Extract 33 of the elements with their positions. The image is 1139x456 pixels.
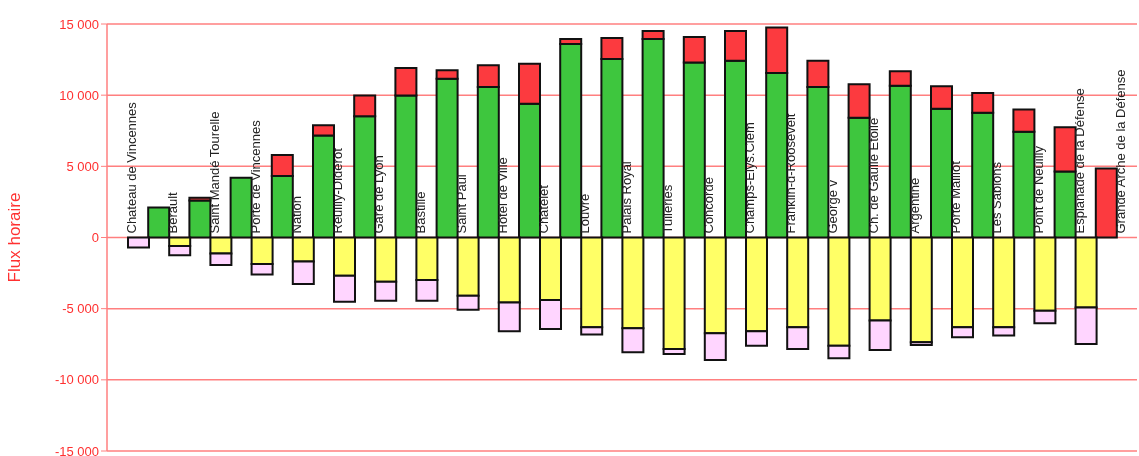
y-tick-label: 0 (91, 230, 99, 246)
x-tick-label: Argentine (906, 177, 922, 234)
x-tick-label: Reuilly-Diderot (330, 147, 346, 234)
x-tick-label: Bastille (412, 191, 428, 234)
x-tick-label: Champs-Elys.Clém (742, 122, 758, 234)
x-tick-label: Ch. de Gaulle Etoile (865, 117, 881, 234)
y-tick-label: -10 000 (54, 372, 99, 388)
x-tick-label: Pont de Neuilly (1030, 145, 1046, 234)
x-tick-label: Saint Paul (453, 174, 469, 234)
x-tick-label: Tuileries (659, 184, 675, 234)
y-tick-label: 15 000 (59, 16, 99, 32)
x-tick-label: Palais Royal (618, 161, 634, 234)
x-tick-label: Louvre (577, 193, 593, 234)
y-tick-label: 5 000 (66, 158, 99, 174)
x-tick-label: Les Sablons (989, 161, 1005, 234)
x-tick-label: Concorde (700, 177, 716, 234)
x-tick-label: Esplanade de la Défense (1071, 88, 1087, 234)
x-tick-label: Hôtel de Ville (494, 157, 510, 234)
x-tick-label: Grande Arche de la Défense (1112, 69, 1128, 234)
x-tick-label: Gare de Lyon (371, 155, 387, 234)
x-tick-label: Chateau de Vincennes (124, 101, 140, 234)
y-tick-label: 10 000 (59, 87, 99, 103)
x-tick-label: Porte de Vincennes (247, 119, 263, 234)
x-tick-label: Saint Mandé Tourelle (206, 111, 222, 234)
x-tick-label: Franklin-d-Roosevelt (783, 113, 799, 234)
y-axis-title: Flux horaire (5, 192, 25, 283)
x-tick-label: Châtelet (536, 184, 552, 234)
x-tick-label: Porte Maillot (948, 160, 964, 234)
x-tick-label: Nation (288, 195, 304, 234)
y-tick-label: -5 000 (62, 301, 99, 317)
x-tick-label: Bérault (165, 191, 181, 234)
y-tick-label: -15 000 (54, 443, 99, 456)
x-tick-label: George v (824, 179, 840, 234)
